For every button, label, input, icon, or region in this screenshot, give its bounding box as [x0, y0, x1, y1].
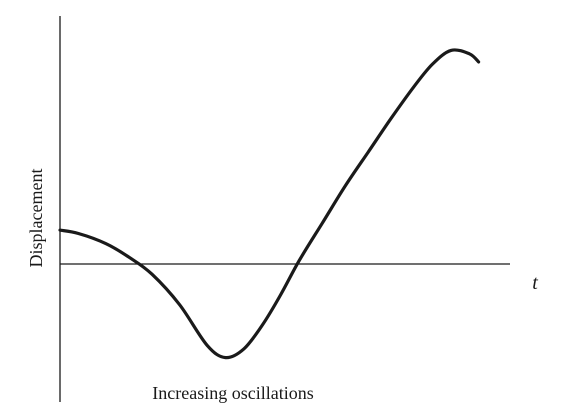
- displacement-curve: [58, 48, 481, 360]
- y-axis-label: Displacement: [26, 169, 46, 268]
- x-axis-label: t: [532, 272, 538, 294]
- chart-caption: Increasing oscillations: [152, 383, 313, 403]
